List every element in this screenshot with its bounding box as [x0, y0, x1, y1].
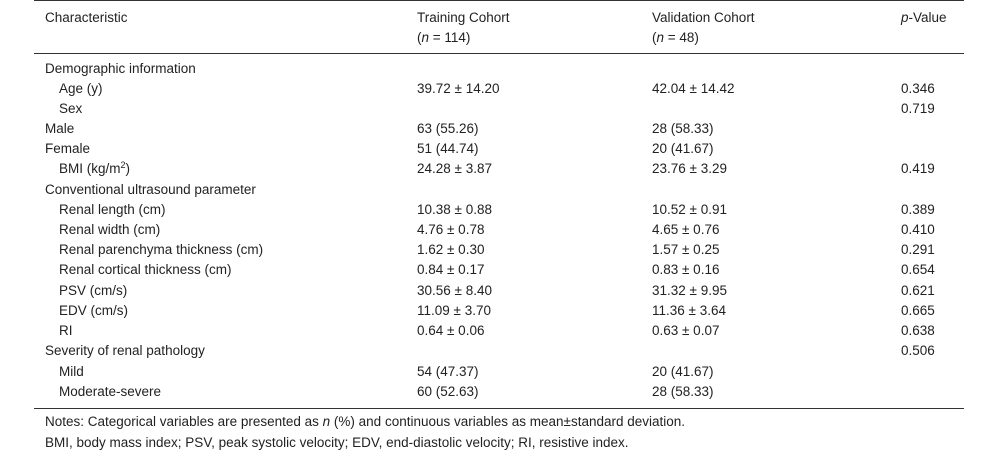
row-label: Renal cortical thickness (cm)	[59, 262, 232, 277]
header-rule	[34, 53, 964, 54]
training-value: 0.84 ± 0.17	[417, 262, 485, 277]
header-training: Training Cohort	[417, 10, 510, 25]
row-label: Demographic information	[45, 61, 196, 76]
p-value: 0.419	[901, 161, 935, 176]
training-value: 51 (44.74)	[417, 141, 479, 156]
p-value: 0.665	[901, 303, 935, 318]
training-value: 1.62 ± 0.30	[417, 242, 485, 257]
table-note-1: Notes: Categorical variables are present…	[45, 412, 685, 432]
header-validation: Validation Cohort	[652, 10, 755, 25]
validation-value: 0.83 ± 0.16	[652, 262, 720, 277]
header-pvalue: p-Value	[901, 8, 947, 28]
table-row: Moderate-severe 60 (52.63) 28 (58.33)	[0, 382, 1000, 402]
p-value: 0.654	[901, 262, 935, 277]
training-value: 63 (55.26)	[417, 121, 479, 136]
table-note-2: BMI, body mass index; PSV, peak systolic…	[45, 435, 629, 450]
table-row: Demographic information	[0, 59, 1000, 79]
validation-value: 28 (58.33)	[652, 121, 714, 136]
validation-value: 20 (41.67)	[652, 364, 714, 379]
note1-n: n	[322, 414, 331, 429]
row-label: Renal width (cm)	[59, 222, 161, 237]
p-value: 0.719	[901, 101, 935, 116]
header-row: Characteristic Training Cohort Validatio…	[0, 8, 1000, 28]
p-value: 0.389	[901, 202, 935, 217]
training-n-rest: = 114)	[429, 30, 471, 45]
table-row: RI 0.64 ± 0.06 0.63 ± 0.07 0.638	[0, 321, 1000, 341]
header-training-n: (n = 114)	[417, 30, 471, 45]
header-pvalue-italic: p	[901, 10, 909, 25]
training-value: 4.76 ± 0.78	[417, 222, 485, 237]
row-label: Male	[45, 121, 75, 136]
table-row: Conventional ultrasound parameter	[0, 180, 1000, 200]
table-row: Mild 54 (47.37) 20 (41.67)	[0, 362, 1000, 382]
table-row: PSV (cm/s) 30.56 ± 8.40 31.32 ± 9.95 0.6…	[0, 281, 1000, 301]
training-value: 39.72 ± 14.20	[417, 81, 500, 96]
row-label: Severity of renal pathology	[45, 343, 205, 358]
header-characteristic: Characteristic	[45, 10, 128, 25]
row-label: RI	[59, 323, 73, 338]
validation-value: 4.65 ± 0.76	[652, 222, 720, 237]
header-subrow: (n = 114) (n = 48)	[0, 28, 1000, 48]
header-pvalue-rest: -Value	[908, 10, 947, 25]
table-row: Female 51 (44.74) 20 (41.67)	[0, 139, 1000, 159]
bmi-superscript: 2	[120, 160, 126, 170]
training-value: 30.56 ± 8.40	[417, 283, 492, 298]
validation-value: 28 (58.33)	[652, 384, 714, 399]
training-value: 10.38 ± 0.88	[417, 202, 492, 217]
validation-value: 42.04 ± 14.42	[652, 81, 735, 96]
bottom-rule	[34, 408, 964, 409]
table-row: Severity of renal pathology 0.506	[0, 341, 1000, 361]
validation-value: 11.36 ± 3.64	[652, 303, 726, 318]
table-row: Sex 0.719	[0, 99, 1000, 119]
row-label: Renal parenchyma thickness (cm)	[59, 242, 264, 257]
p-value: 0.346	[901, 81, 935, 96]
training-value: 11.09 ± 3.70	[417, 303, 491, 318]
bmi-label-tail: )	[125, 161, 131, 176]
validation-n-italic: n	[656, 30, 665, 45]
p-value: 0.506	[901, 343, 935, 358]
row-label: BMI (kg/m2)	[59, 159, 130, 179]
table-row: Renal cortical thickness (cm) 0.84 ± 0.1…	[0, 260, 1000, 280]
validation-value: 20 (41.67)	[652, 141, 714, 156]
validation-value: 10.52 ± 0.91	[652, 202, 727, 217]
row-label: Sex	[59, 101, 83, 116]
top-rule	[34, 0, 964, 1]
table-row: Renal parenchyma thickness (cm) 1.62 ± 0…	[0, 240, 1000, 260]
training-n-italic: n	[421, 30, 430, 45]
training-value: 0.64 ± 0.06	[417, 323, 485, 338]
table-row: Renal length (cm) 10.38 ± 0.88 10.52 ± 0…	[0, 200, 1000, 220]
training-value: 60 (52.63)	[417, 384, 479, 399]
validation-n-rest: = 48)	[664, 30, 699, 45]
row-label: Moderate-severe	[59, 384, 162, 399]
training-value: 54 (47.37)	[417, 364, 479, 379]
row-label: EDV (cm/s)	[59, 303, 128, 318]
table-row: EDV (cm/s) 11.09 ± 3.70 11.36 ± 3.64 0.6…	[0, 301, 1000, 321]
training-value: 24.28 ± 3.87	[417, 161, 492, 176]
note1-b: (%) and continuous variables as mean±sta…	[330, 414, 686, 429]
validation-value: 23.76 ± 3.29	[652, 161, 727, 176]
table-row: Male 63 (55.26) 28 (58.33)	[0, 119, 1000, 139]
table-row: Renal width (cm) 4.76 ± 0.78 4.65 ± 0.76…	[0, 220, 1000, 240]
row-label: Conventional ultrasound parameter	[45, 182, 256, 197]
p-value: 0.621	[901, 283, 935, 298]
note1-a: Notes: Categorical variables are present…	[45, 414, 323, 429]
p-value: 0.291	[901, 242, 935, 257]
p-value: 0.638	[901, 323, 935, 338]
table-row: BMI (kg/m2) 24.28 ± 3.87 23.76 ± 3.29 0.…	[0, 159, 1000, 179]
header-validation-n: (n = 48)	[652, 30, 699, 45]
validation-value: 31.32 ± 9.95	[652, 283, 727, 298]
bmi-label: BMI (kg/m	[59, 161, 121, 176]
row-label: Age (y)	[59, 81, 103, 96]
table-row: Age (y) 39.72 ± 14.20 42.04 ± 14.42 0.34…	[0, 79, 1000, 99]
validation-value: 1.57 ± 0.25	[652, 242, 720, 257]
row-label: Mild	[59, 364, 84, 379]
p-value: 0.410	[901, 222, 935, 237]
validation-value: 0.63 ± 0.07	[652, 323, 720, 338]
row-label: Female	[45, 141, 91, 156]
row-label: PSV (cm/s)	[59, 283, 128, 298]
row-label: Renal length (cm)	[59, 202, 166, 217]
